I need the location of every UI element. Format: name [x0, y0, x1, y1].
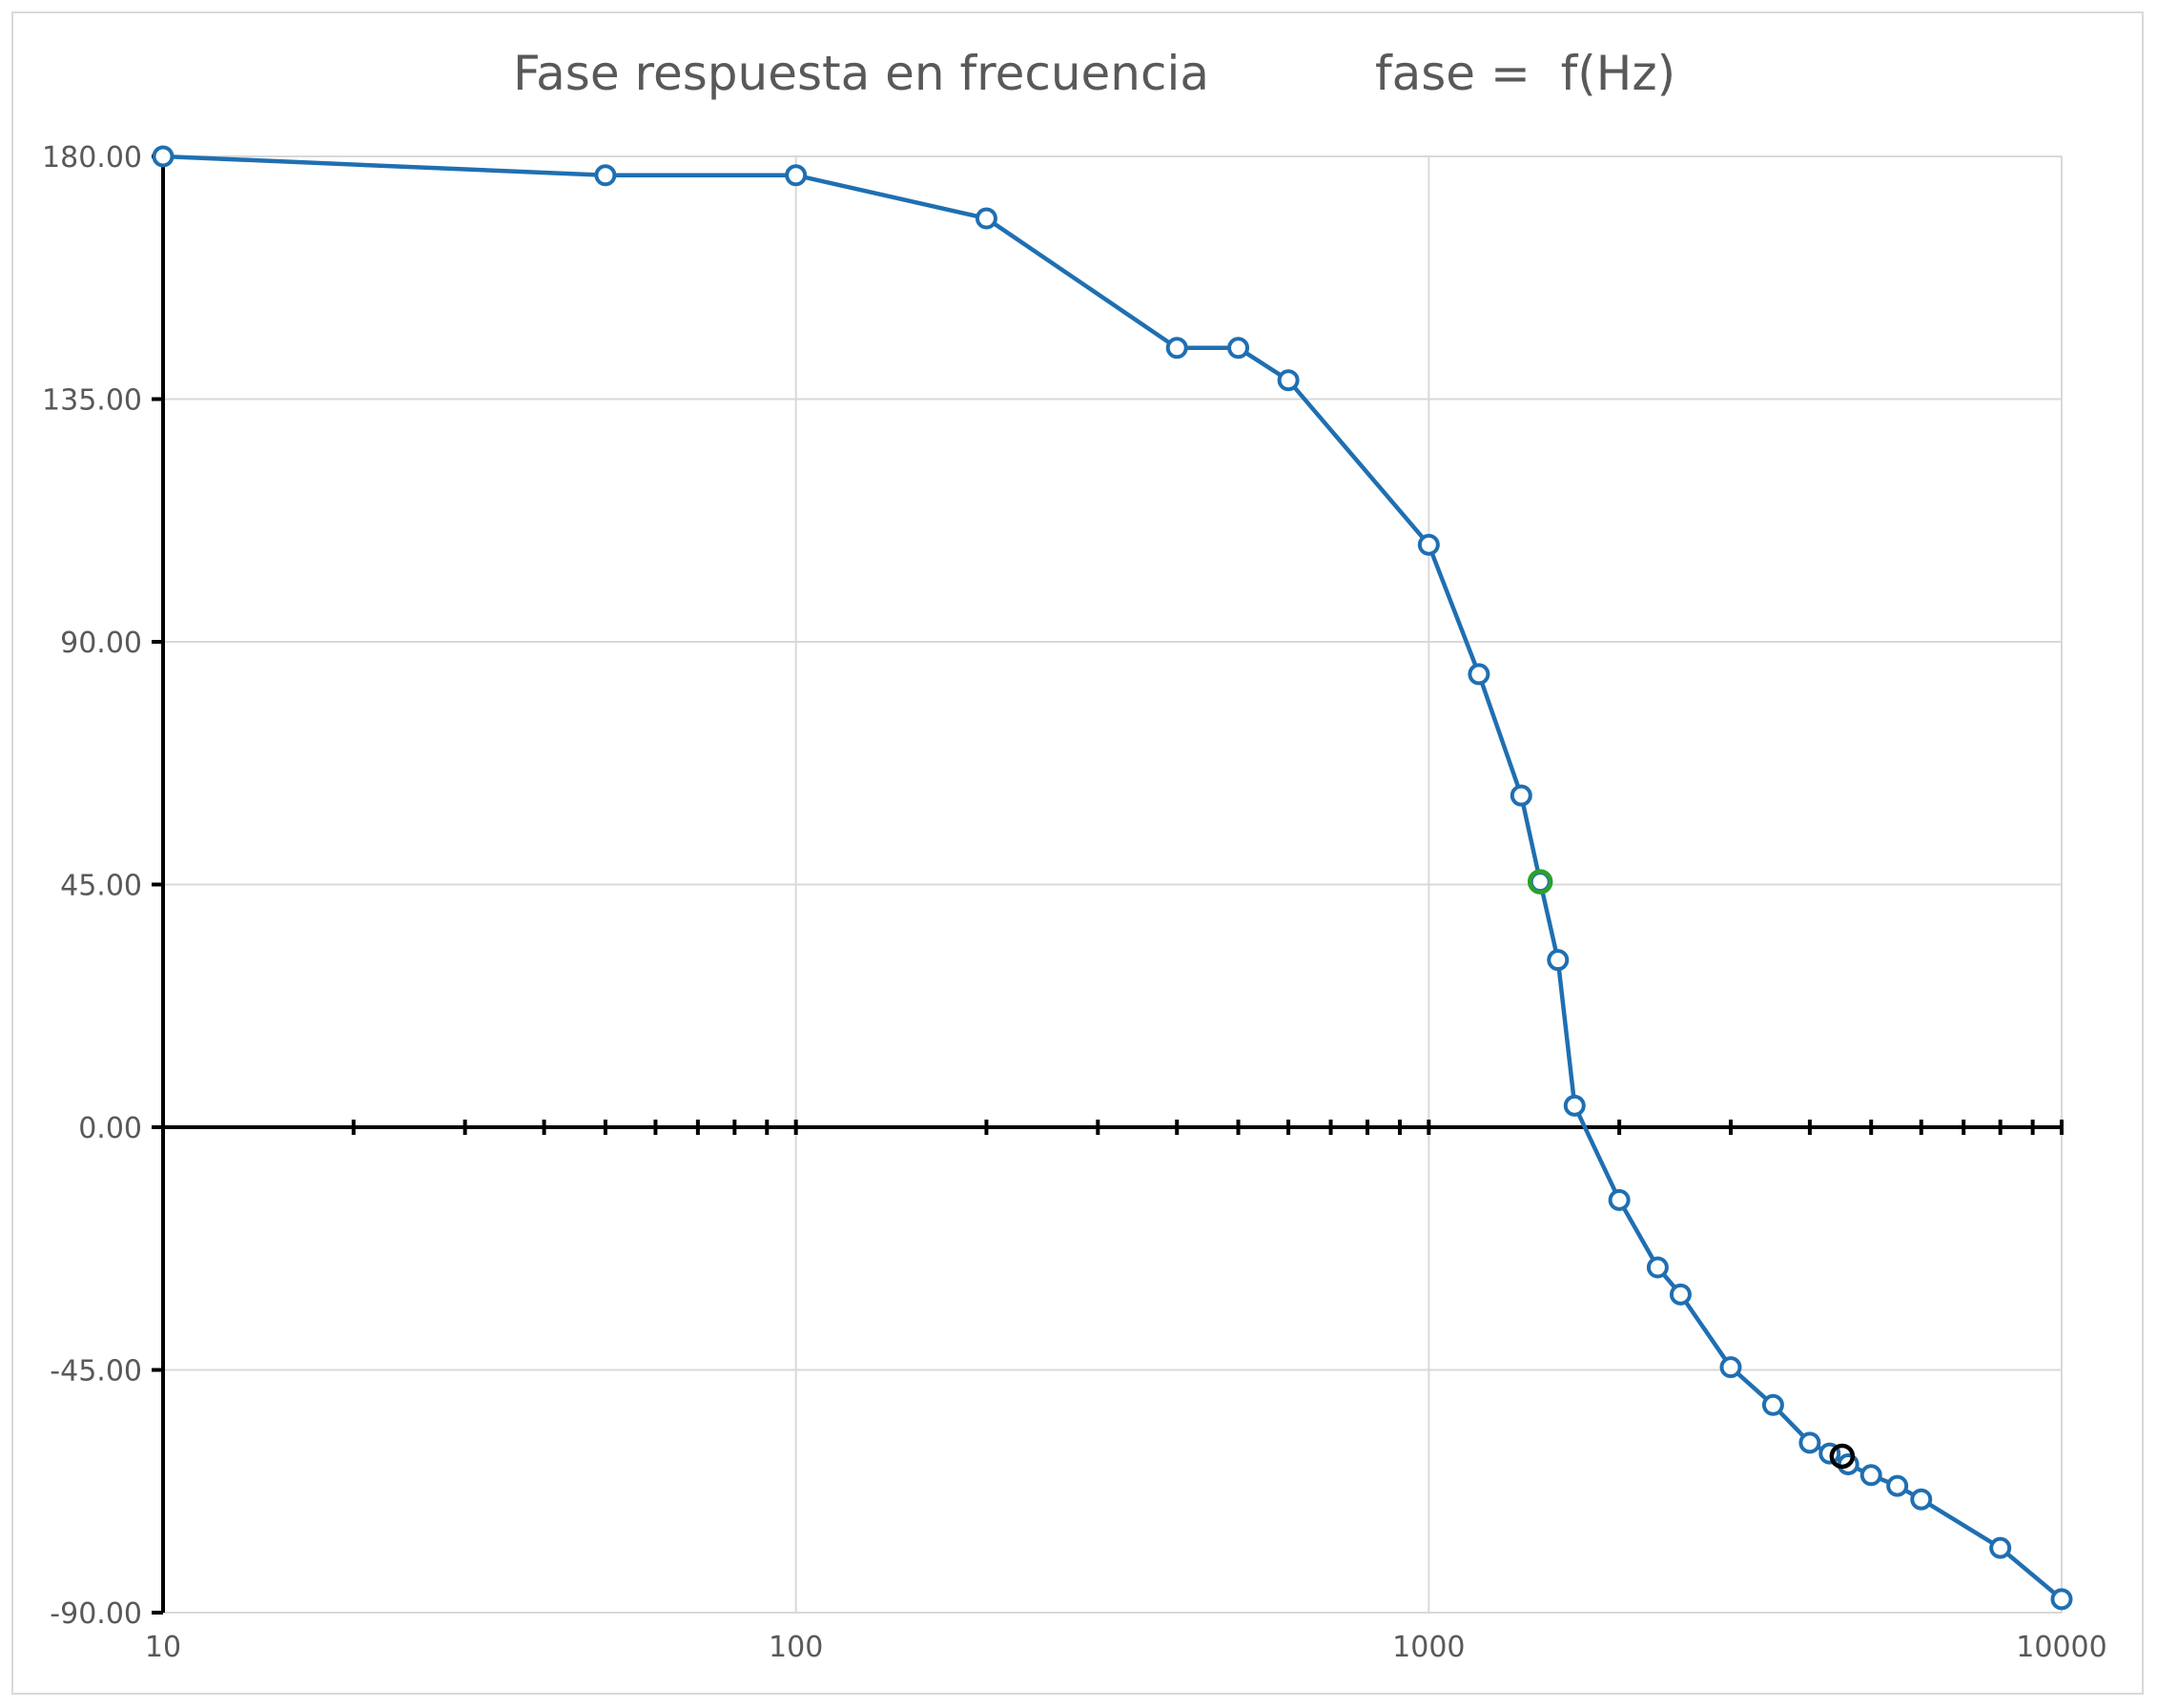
- highlighted-point: [1527, 869, 1553, 895]
- data-point: [1646, 1256, 1669, 1279]
- data-point: [1547, 949, 1570, 972]
- data-point: [1165, 337, 1188, 360]
- data-point: [975, 207, 997, 230]
- data-point: [1761, 1393, 1784, 1416]
- chart-subtitle: fase = f(Hz): [1375, 46, 1675, 101]
- grid-layer: [162, 155, 2063, 1614]
- data-point: [1510, 784, 1532, 807]
- data-point: [1227, 337, 1250, 360]
- y-tick-label: 45.00: [60, 870, 142, 903]
- highlight-layer: [1527, 869, 1856, 1470]
- data-point: [152, 145, 175, 168]
- y-tick-label: 135.00: [42, 384, 142, 418]
- y-tick-label: -45.00: [50, 1355, 142, 1389]
- data-point: [1719, 1356, 1742, 1379]
- series-layer: [152, 145, 2073, 1611]
- data-point: [1989, 1536, 2012, 1559]
- data-point: [785, 164, 808, 187]
- data-point: [1669, 1283, 1692, 1306]
- x-tick-label: 10: [145, 1631, 181, 1664]
- data-point: [1417, 533, 1440, 556]
- highlighted-point: [1829, 1443, 1856, 1470]
- x-tick-label: 10000: [2016, 1631, 2106, 1664]
- data-point: [594, 164, 617, 187]
- chart-title: Fase respuesta en frecuencia: [513, 46, 1209, 101]
- chart-frame: [11, 11, 2144, 1695]
- data-point: [1798, 1431, 1821, 1454]
- y-tick-label: 180.00: [42, 141, 142, 175]
- data-point: [1468, 663, 1490, 686]
- data-point: [1563, 1094, 1586, 1117]
- label-layer: 180.00135.0090.0045.000.00-45.00-90.0010…: [42, 141, 2107, 1664]
- data-point: [1910, 1488, 1933, 1511]
- data-point: [1886, 1474, 1909, 1497]
- data-point: [1859, 1464, 1882, 1487]
- y-tick-label: -90.00: [50, 1597, 142, 1631]
- data-point: [2050, 1588, 2073, 1611]
- axis-layer: [152, 154, 2064, 1615]
- y-tick-label: 0.00: [78, 1112, 142, 1145]
- x-tick-label: 1000: [1392, 1631, 1465, 1664]
- x-tick-label: 100: [769, 1631, 823, 1664]
- series-line: [162, 154, 2064, 1601]
- y-tick-label: 90.00: [60, 627, 142, 660]
- data-point: [1608, 1188, 1631, 1211]
- data-point: [1277, 369, 1300, 392]
